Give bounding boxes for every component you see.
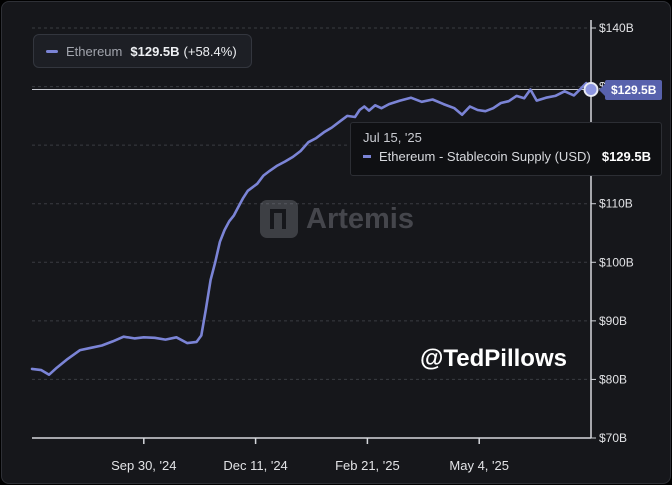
series-line-ethereum[interactable] (30, 81, 593, 376)
tooltip-series-label: Ethereum - Stablecoin Supply (USD) (379, 149, 591, 164)
legend-value: $129.5B (130, 43, 180, 59)
hover-marker-layer (583, 82, 599, 97)
y-tick-label: $70B (599, 431, 627, 445)
author-handle: @TedPillows (420, 345, 567, 372)
x-tick-label: Dec 11, '24 (223, 458, 287, 473)
tooltip-value: $129.5B (601, 149, 651, 164)
x-tick-label: May 4, '25 (449, 458, 509, 473)
legend-chip[interactable]: Ethereum $129.5B (+58.4%) (33, 34, 252, 68)
x-tick-label: Feb 21, '25 (335, 458, 400, 473)
y-tick-label: $100B (599, 255, 634, 269)
x-axis-tick-labels: Sep 30, '24 Dec 11, '24 Feb 21, '25 May 4, … (111, 458, 509, 473)
legend-series-name: Ethereum (66, 43, 123, 59)
y-tick-label: $140B (599, 21, 634, 35)
y-tick-label: $80B (599, 372, 627, 386)
y-tick-label: $110B (599, 197, 633, 211)
legend-swatch-icon (46, 49, 58, 53)
series-layer (30, 81, 593, 376)
artemis-watermark: Artemis (260, 200, 414, 238)
x-tick-label: Sep 30, '24 (111, 458, 176, 473)
hover-marker-point (583, 82, 599, 97)
legend-change: (+58.4%) (183, 43, 237, 59)
artemis-logo-icon (260, 200, 298, 238)
current-price-tag: $129.5B (598, 80, 663, 100)
hover-tooltip: Jul 15, '25 Ethereum - Stablecoin Supply… (350, 122, 662, 176)
tooltip-date: Jul 15, '25 (363, 130, 422, 145)
y-tick-label: $90B (599, 314, 627, 328)
watermark-brand: Artemis (306, 202, 414, 235)
tooltip-swatch-icon (363, 155, 371, 158)
tooltip-row: Ethereum - Stablecoin Supply (USD) $129.… (363, 149, 651, 164)
